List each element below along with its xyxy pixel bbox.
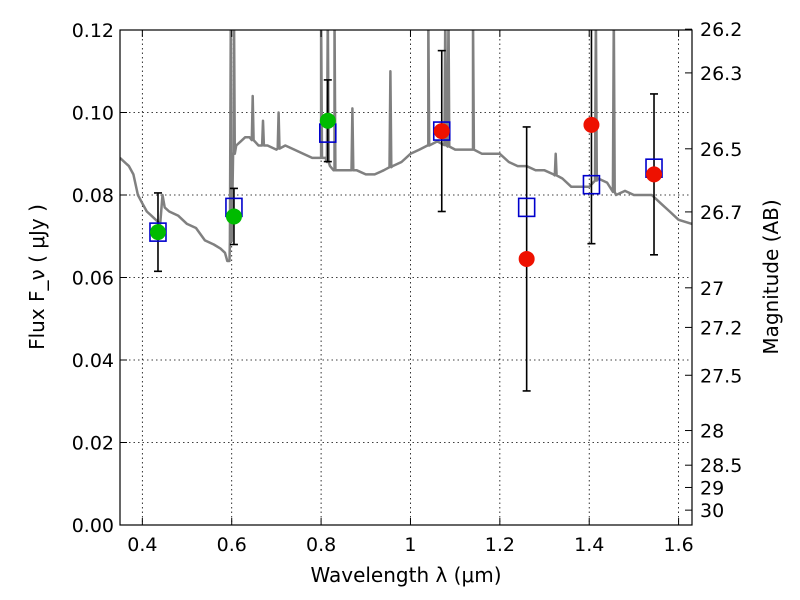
y-tick-label: 0.00 — [72, 515, 114, 537]
model-flux-square — [582, 174, 601, 195]
y-tick-label: 0.02 — [72, 433, 114, 455]
right-tick-label: 27.2 — [700, 317, 742, 339]
y-tick-label: 0.04 — [72, 350, 114, 372]
x-tick-label: 1.4 — [574, 534, 604, 556]
x-tick-label: 0.6 — [217, 534, 247, 556]
marker-layer — [149, 112, 663, 267]
right-tick-label: 30 — [700, 500, 724, 522]
x-axis-ticks: 0.4 0.6 0.8 1 1.2 1.4 1.6 — [127, 30, 694, 556]
model-flux-square — [517, 197, 536, 218]
right-tick-label: 28 — [700, 421, 724, 443]
y-tick-label: 0.10 — [72, 103, 114, 125]
spectrum-layer — [120, 30, 692, 263]
y-tick-label: 0.06 — [72, 268, 114, 290]
right-tick-label: 28.5 — [700, 455, 742, 477]
right-tick-label: 29 — [700, 477, 724, 499]
observed-point — [646, 166, 663, 183]
y-tick-label: 0.12 — [72, 20, 114, 42]
right-tick-label: 26.7 — [700, 202, 742, 224]
right-tick-label: 26.3 — [700, 63, 742, 85]
y-axis-ticks: 0.00 0.02 0.04 0.06 0.08 0.10 0.12 — [72, 20, 127, 537]
observed-point — [583, 116, 600, 133]
x-tick-label: 1.6 — [663, 534, 693, 556]
observed-point — [225, 208, 242, 225]
x-tick-label: 1.2 — [485, 534, 515, 556]
right-tick-label: 27 — [700, 278, 724, 300]
right-axis-label: Magnitude (AB) — [759, 199, 783, 354]
model-spectrum-line — [120, 30, 692, 263]
x-tick-label: 0.8 — [306, 534, 336, 556]
observed-point — [518, 250, 535, 267]
observed-point — [149, 224, 166, 241]
x-tick-label: 0.4 — [127, 534, 157, 556]
x-axis-label: Wavelength λ (μm) — [310, 563, 501, 587]
right-tick-label: 26.2 — [700, 19, 742, 41]
right-tick-label: 26.5 — [700, 139, 742, 161]
y-tick-label: 0.08 — [72, 185, 114, 207]
observed-point — [433, 123, 450, 140]
x-tick-label: 1 — [404, 534, 416, 556]
y-axis-label: Flux F_ν ( μJy ) — [25, 204, 49, 350]
right-tick-label: 27.5 — [700, 365, 742, 387]
observed-point — [319, 112, 336, 129]
